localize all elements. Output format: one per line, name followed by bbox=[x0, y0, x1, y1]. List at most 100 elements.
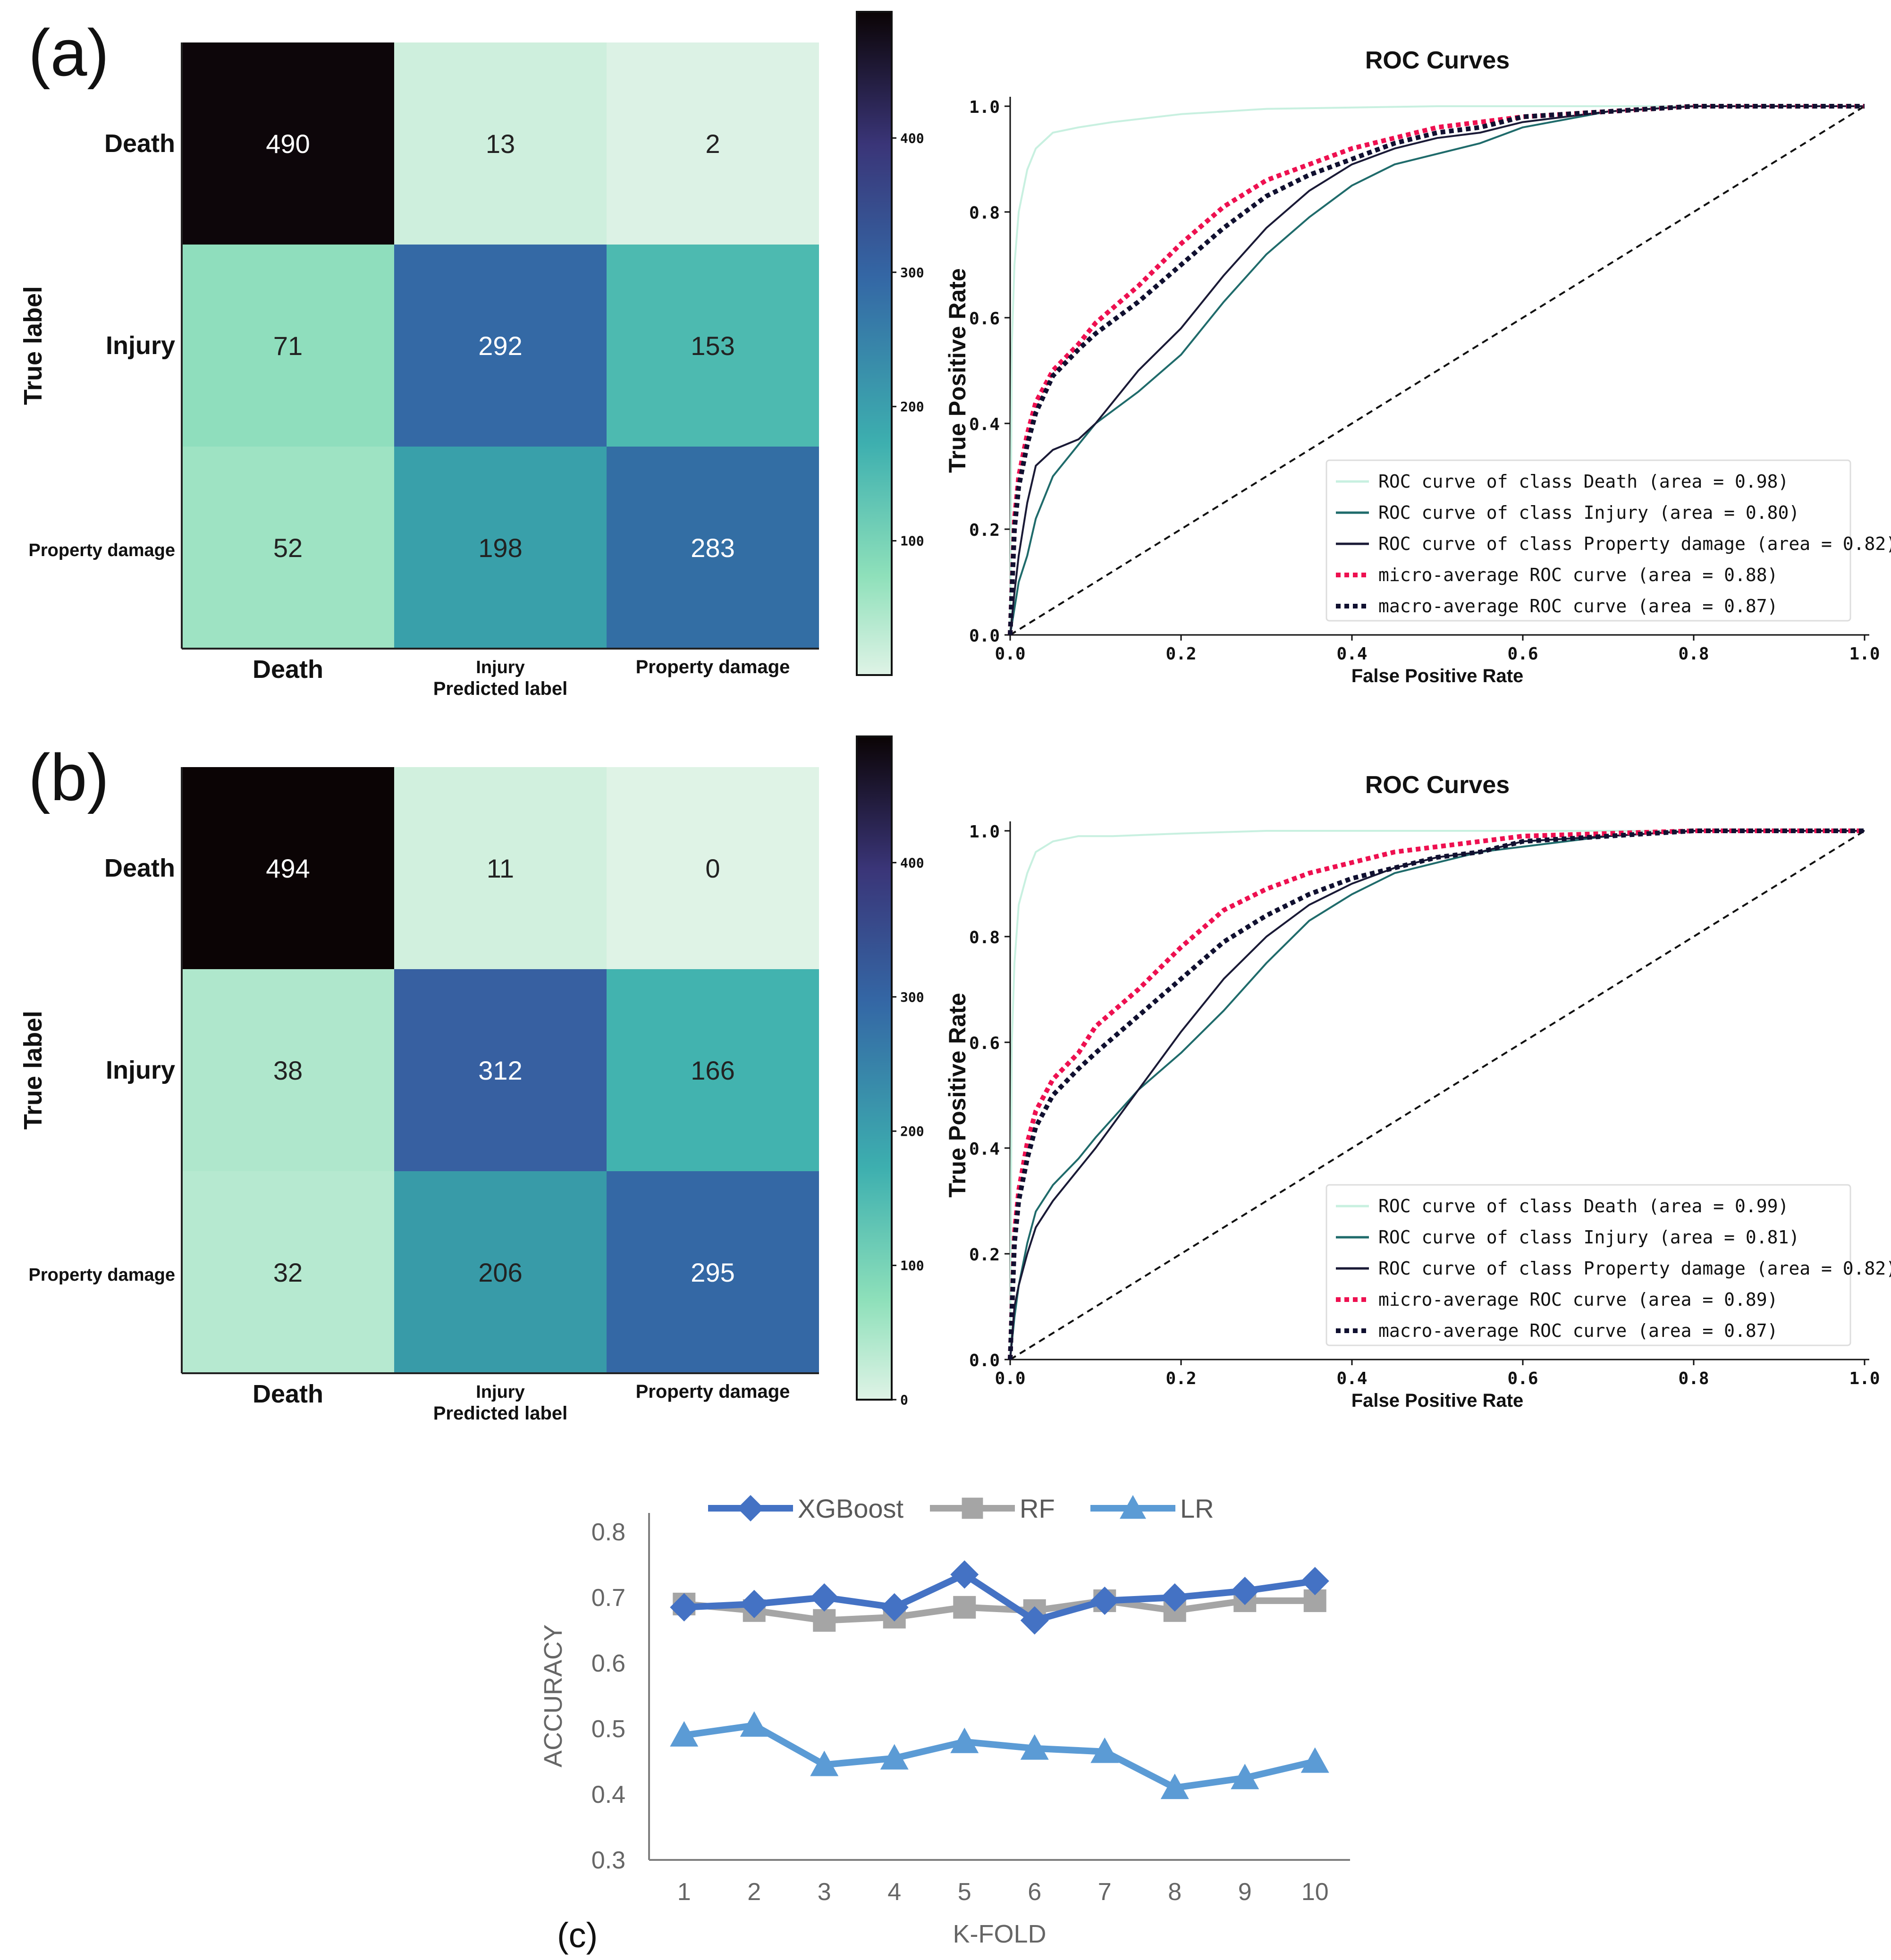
cell-value: 71 bbox=[273, 331, 303, 361]
roc-legend-entry: micro-average ROC curve (area = 0.89) bbox=[1378, 1289, 1778, 1310]
roc-x-tick-label: 0.8 bbox=[1678, 644, 1709, 664]
roc-legend-entry: macro-average ROC curve (area = 0.87) bbox=[1378, 596, 1778, 617]
roc-y-tick-label: 0.6 bbox=[969, 1034, 1000, 1053]
triangle-marker bbox=[950, 1727, 979, 1753]
heatmap-cell bbox=[394, 245, 607, 447]
c-x-axis-title: K-FOLD bbox=[953, 1920, 1046, 1948]
roc-x-tick-label: 0.0 bbox=[995, 1369, 1025, 1388]
panel-c: 0.3 0.4 0.5 0.6 0.7 0.8 1 2 3 4 5 6 7 8 9 10 K-FOLD ACCUR… bbox=[539, 1494, 1350, 1955]
roc-y-tick-label: 0.6 bbox=[969, 309, 1000, 329]
diamond-marker bbox=[1090, 1586, 1119, 1615]
heatmap-cell bbox=[394, 969, 607, 1171]
roc-series-line bbox=[1008, 828, 1865, 1360]
cell-value: 198 bbox=[478, 533, 522, 563]
column-label: Death bbox=[253, 1380, 323, 1408]
cell-value: 490 bbox=[266, 129, 310, 159]
cell-value: 153 bbox=[691, 331, 734, 361]
roc-x-tick-label: 1.0 bbox=[1849, 1369, 1880, 1388]
roc-y-axis-title: True Positive Rate bbox=[944, 268, 971, 473]
triangle-marker bbox=[1020, 1734, 1049, 1760]
row-label: Property damage bbox=[29, 541, 175, 560]
colorbar-tick-label: 400 bbox=[900, 130, 924, 146]
roc-y-tick-label: 0.4 bbox=[969, 415, 1000, 434]
chance-diagonal bbox=[1009, 830, 1866, 1360]
roc-x-tick-label: 0.0 bbox=[995, 644, 1025, 664]
triangle-marker bbox=[1090, 1737, 1119, 1763]
roc-series-line bbox=[1009, 105, 1865, 635]
cell-value: 292 bbox=[478, 331, 522, 361]
row-label: Death bbox=[104, 129, 175, 158]
roc-y-axis-title: True Positive Rate bbox=[944, 993, 971, 1198]
diamond-marker bbox=[950, 1560, 979, 1589]
roc-legend-entry: macro-average ROC curve (area = 0.87) bbox=[1378, 1320, 1778, 1341]
c-x-tick-label: 8 bbox=[1168, 1878, 1182, 1906]
row-label: Injury bbox=[106, 1056, 175, 1084]
heatmap-cell bbox=[394, 447, 607, 649]
roc-series-line bbox=[1009, 830, 1865, 1360]
heatmap-cell bbox=[607, 767, 819, 969]
diamond-marker bbox=[740, 1589, 768, 1618]
roc-y-tick-label: 1.0 bbox=[969, 98, 1000, 117]
triangle-marker bbox=[810, 1750, 839, 1776]
roc-y-tick-label: 0.8 bbox=[969, 928, 1000, 947]
c-y-tick-label: 0.3 bbox=[591, 1847, 625, 1874]
c-series-line bbox=[684, 1597, 1315, 1624]
c-x-tick-label: 2 bbox=[747, 1878, 761, 1906]
cell-value: 38 bbox=[273, 1056, 303, 1085]
roc-series-line bbox=[1009, 830, 1865, 1360]
triangle-marker bbox=[740, 1711, 768, 1737]
column-label: Death bbox=[253, 655, 323, 684]
diamond-marker bbox=[737, 1495, 764, 1521]
cell-value: 52 bbox=[273, 533, 303, 563]
heatmap-cell bbox=[182, 245, 394, 447]
triangle-marker bbox=[1120, 1495, 1146, 1519]
diamond-marker bbox=[1300, 1567, 1329, 1596]
roc-x-tick-label: 0.6 bbox=[1507, 644, 1538, 664]
roc-x-tick-label: 1.0 bbox=[1849, 644, 1880, 664]
heatmap-cell bbox=[182, 969, 394, 1171]
c-x-tick-label: 1 bbox=[677, 1878, 691, 1906]
roc-x-tick-label: 0.4 bbox=[1336, 644, 1367, 664]
triangle-marker bbox=[1160, 1774, 1189, 1799]
triangle-marker bbox=[1300, 1747, 1329, 1773]
column-label: Property damage bbox=[636, 1381, 790, 1402]
roc-series-line bbox=[1009, 105, 1865, 635]
colorbar-tick-label: 400 bbox=[900, 855, 924, 870]
heatmap-cell bbox=[607, 969, 819, 1171]
cell-value: 283 bbox=[691, 533, 734, 563]
cell-value: 11 bbox=[487, 853, 514, 883]
heatmap-cell bbox=[607, 447, 819, 649]
cell-value: 2 bbox=[705, 129, 720, 159]
c-x-tick-label: 6 bbox=[1028, 1878, 1041, 1906]
true-label-title: True label bbox=[19, 1011, 47, 1130]
column-label: Property damage bbox=[636, 657, 790, 677]
c-y-tick-label: 0.6 bbox=[591, 1650, 625, 1677]
column-label: Injury bbox=[476, 1382, 524, 1402]
c-y-tick-label: 0.4 bbox=[591, 1781, 625, 1808]
roc-y-tick-label: 0.2 bbox=[969, 1245, 1000, 1265]
roc-legend-entry: ROC curve of class Death (area = 0.98) bbox=[1378, 471, 1789, 492]
roc-legend-entry: ROC curve of class Injury (area = 0.80) bbox=[1378, 502, 1799, 523]
cell-value: 32 bbox=[273, 1258, 303, 1287]
roc-legend bbox=[1325, 1184, 1851, 1346]
colorbar-tick-label: 0 bbox=[900, 1392, 908, 1408]
c-y-tick-label: 0.7 bbox=[591, 1584, 625, 1612]
roc-y-tick-label: 0.2 bbox=[969, 521, 1000, 540]
diamond-marker bbox=[880, 1593, 909, 1622]
colorbar bbox=[856, 11, 893, 676]
c-series-line bbox=[684, 1571, 1316, 1624]
predicted-label-title: Predicted label bbox=[433, 678, 568, 699]
c-x-tick-label: 5 bbox=[958, 1878, 971, 1906]
square-marker bbox=[953, 1596, 976, 1619]
roc-x-axis-title: False Positive Rate bbox=[1351, 666, 1524, 686]
predicted-label-title: Predicted label bbox=[433, 1403, 568, 1424]
diamond-marker bbox=[1160, 1583, 1189, 1612]
heatmap-cell bbox=[394, 1171, 607, 1373]
cell-value: 295 bbox=[691, 1258, 734, 1287]
roc-series-line bbox=[1008, 828, 1865, 1360]
colorbar bbox=[856, 735, 893, 1401]
roc-x-tick-label: 0.2 bbox=[1165, 644, 1196, 664]
square-marker bbox=[813, 1609, 836, 1632]
c-legend-entry: LR bbox=[1180, 1494, 1214, 1523]
roc-x-tick-label: 0.6 bbox=[1507, 1369, 1538, 1388]
